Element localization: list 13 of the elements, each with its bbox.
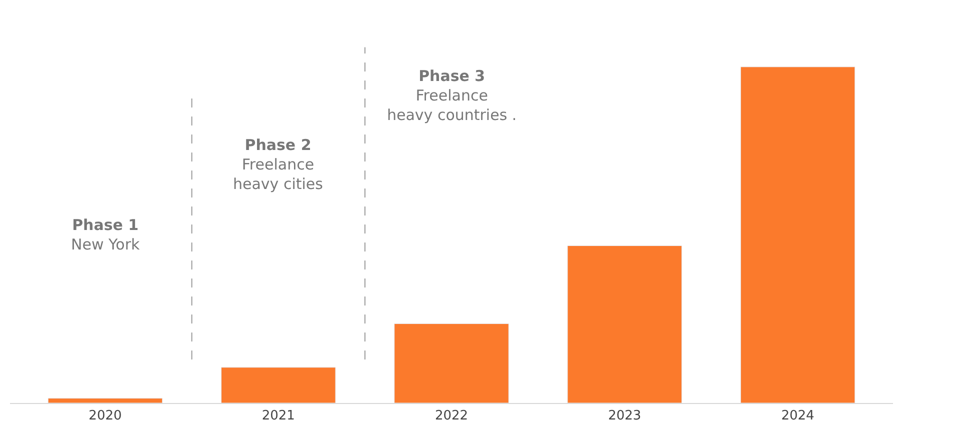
annotation: Phase 3 Freelance heavy countries . bbox=[387, 67, 517, 124]
annotation: Phase 2 Freelance heavy cities bbox=[233, 136, 324, 193]
x-tick-label: 2024 bbox=[781, 408, 814, 424]
x-tick-label: 2021 bbox=[262, 408, 295, 424]
bar bbox=[220, 367, 336, 403]
bar bbox=[48, 398, 163, 403]
bar bbox=[394, 323, 509, 403]
x-tick-label: 2022 bbox=[434, 408, 468, 424]
annotation: Phase 1 New York bbox=[71, 216, 140, 254]
x-tick-label: 2023 bbox=[608, 408, 642, 424]
bar bbox=[740, 66, 856, 403]
x-tick-label: 2020 bbox=[88, 408, 122, 424]
bar bbox=[567, 245, 682, 403]
